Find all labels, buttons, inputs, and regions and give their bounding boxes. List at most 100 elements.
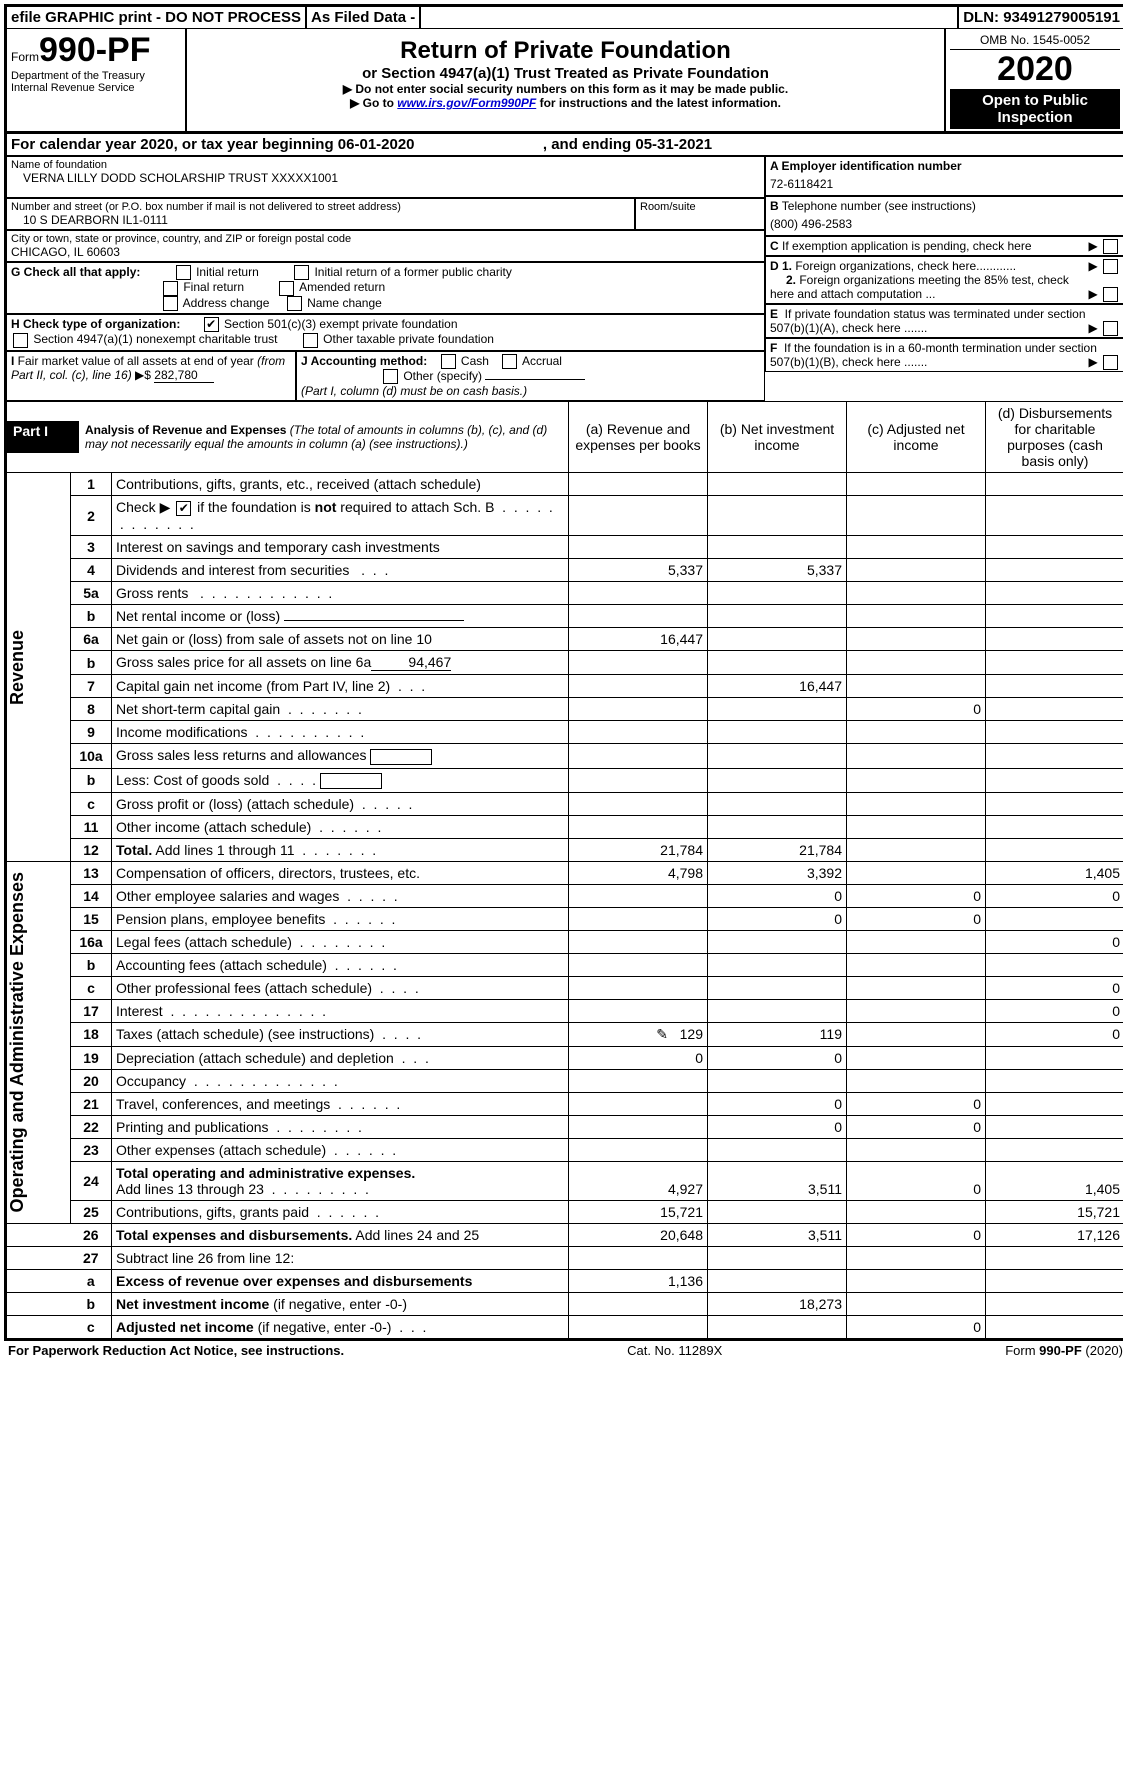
col-d-head: (d) Disbursements for charitable purpose… — [986, 402, 1123, 473]
cat-no: Cat. No. 11289X — [627, 1343, 722, 1358]
tax-year: 2020 — [950, 50, 1120, 89]
row-22: 22Printing and publications . . . . . . … — [7, 1115, 1123, 1138]
pra-notice: For Paperwork Reduction Act Notice, see … — [8, 1343, 344, 1358]
box-j: J Accounting method: Cash Accrual Other … — [296, 351, 765, 402]
expenses-vlabel: Operating and Administrative Expenses — [7, 868, 28, 1216]
pencil-icon: ✎ — [656, 1026, 668, 1042]
dln: DLN: 93491279005191 — [958, 6, 1123, 29]
row-10c: cGross profit or (loss) (attach schedule… — [7, 792, 1123, 815]
form-goto: ▶ Go to www.irs.gov/Form990PF for instru… — [191, 96, 940, 110]
omb: OMB No. 1545-0052 — [950, 31, 1120, 50]
street-label: Number and street (or P.O. box number if… — [11, 201, 630, 213]
g5-checkbox[interactable] — [163, 296, 178, 311]
box-i: I Fair market value of all assets at end… — [6, 351, 296, 402]
name-label: Name of foundation — [11, 159, 760, 171]
form-title: Return of Private Foundation — [191, 37, 940, 65]
street: 10 S DEARBORN IL1-0111 — [11, 213, 630, 227]
form-foot: Form 990-PF (2020) — [1005, 1343, 1123, 1358]
ein: 72-6118421 — [770, 173, 1120, 193]
row-9: 9Income modifications . . . . . . . . . … — [7, 721, 1123, 744]
h2-checkbox[interactable] — [13, 333, 28, 348]
row-2: 2 Check ▶ if the foundation is not requi… — [7, 496, 1123, 536]
g4-checkbox[interactable] — [279, 281, 294, 296]
phone: (800) 496-2583 — [770, 213, 1120, 233]
entity-block: Name of foundation VERNA LILLY DODD SCHO… — [6, 156, 1123, 401]
row-15: 15Pension plans, employee benefits . . .… — [7, 907, 1123, 930]
row-19: 19Depreciation (attach schedule) and dep… — [7, 1046, 1123, 1069]
room-label: Room/suite — [635, 198, 765, 230]
form-subtitle: or Section 4947(a)(1) Trust Treated as P… — [191, 65, 940, 82]
asfiled-label: As Filed Data - — [306, 6, 420, 29]
box-f: F If the foundation is in a 60-month ter… — [765, 338, 1123, 372]
row-26: 26Total expenses and disbursements. Add … — [7, 1223, 1123, 1246]
box-h: H Check type of organization: Section 50… — [6, 314, 765, 351]
h1-checkbox[interactable] — [204, 317, 219, 332]
g6-checkbox[interactable] — [287, 296, 302, 311]
row-27b: bNet investment income (if negative, ent… — [7, 1292, 1123, 1315]
part1-label: Part I — [7, 421, 79, 453]
row-10b: bLess: Cost of goods sold . . . . — [7, 768, 1123, 792]
box-c: C If exemption application is pending, c… — [765, 236, 1123, 256]
part1-title: Analysis of Revenue and Expenses (The to… — [79, 421, 568, 453]
form-warn: ▶ Do not enter social security numbers o… — [191, 82, 940, 96]
row-5b: bNet rental income or (loss) — [7, 605, 1123, 628]
j-cash-checkbox[interactable] — [441, 354, 456, 369]
d1-checkbox[interactable] — [1103, 259, 1118, 274]
row-8: 8Net short-term capital gain . . . . . .… — [7, 698, 1123, 721]
row-16c: cOther professional fees (attach schedul… — [7, 976, 1123, 999]
e-checkbox[interactable] — [1103, 321, 1118, 336]
open-public: Open to Public Inspection — [950, 89, 1120, 129]
j-accrual-checkbox[interactable] — [502, 354, 517, 369]
g3-checkbox[interactable] — [163, 281, 178, 296]
row-27: 27Subtract line 26 from line 12: — [7, 1246, 1123, 1269]
f-checkbox[interactable] — [1103, 355, 1118, 370]
irs-link[interactable]: www.irs.gov/Form990PF — [397, 96, 536, 110]
row-6a: 6aNet gain or (loss) from sale of assets… — [7, 628, 1123, 651]
row-25: 25Contributions, gifts, grants paid . . … — [7, 1200, 1123, 1223]
foundation-name: VERNA LILLY DODD SCHOLARSHIP TRUST XXXXX… — [11, 171, 760, 185]
top-bar: efile GRAPHIC print - DO NOT PROCESS As … — [6, 6, 1123, 29]
box-g: G Check all that apply: Initial return I… — [6, 262, 765, 314]
row-11: 11Other income (attach schedule) . . . .… — [7, 815, 1123, 838]
row-6b: bGross sales price for all assets on lin… — [7, 651, 1123, 675]
revenue-vlabel: Revenue — [7, 626, 28, 709]
form-number: Form990-PF — [11, 31, 181, 70]
row-10a: 10aGross sales less returns and allowanc… — [7, 744, 1123, 768]
calendar-line: For calendar year 2020, or tax year begi… — [6, 132, 1123, 156]
row-16a: 16aLegal fees (attach schedule) . . . . … — [7, 930, 1123, 953]
h3-checkbox[interactable] — [303, 333, 318, 348]
row-17: 17Interest . . . . . . . . . . . . . .0 — [7, 999, 1123, 1022]
form-container: efile GRAPHIC print - DO NOT PROCESS As … — [4, 4, 1123, 1341]
c-checkbox[interactable] — [1103, 239, 1118, 254]
row-3: 3Interest on savings and temporary cash … — [7, 536, 1123, 559]
row-1: Revenue 1 Contributions, gifts, grants, … — [7, 473, 1123, 496]
row-21: 21Travel, conferences, and meetings . . … — [7, 1092, 1123, 1115]
city-label: City or town, state or province, country… — [11, 233, 760, 245]
footer: For Paperwork Reduction Act Notice, see … — [4, 1341, 1123, 1360]
box-b-label: B Telephone number (see instructions) — [770, 199, 1120, 213]
row-23: 23Other expenses (attach schedule) . . .… — [7, 1138, 1123, 1161]
header: Form990-PF Department of the Treasury In… — [6, 29, 1123, 132]
row-7: 7Capital gain net income (from Part IV, … — [7, 675, 1123, 698]
row-24: 24Total operating and administrative exp… — [7, 1161, 1123, 1200]
row-12: 12Total. Add lines 1 through 11 . . . . … — [7, 838, 1123, 861]
row-16b: bAccounting fees (attach schedule) . . .… — [7, 953, 1123, 976]
irs: Internal Revenue Service — [11, 82, 181, 94]
row-4: 4Dividends and interest from securities … — [7, 559, 1123, 582]
col-c-head: (c) Adjusted net income — [847, 402, 986, 473]
row-27c: cAdjusted net income (if negative, enter… — [7, 1315, 1123, 1338]
col-a-head: (a) Revenue and expenses per books — [569, 402, 708, 473]
j-other-checkbox[interactable] — [383, 369, 398, 384]
row-27a: aExcess of revenue over expenses and dis… — [7, 1269, 1123, 1292]
city: CHICAGO, IL 60603 — [11, 245, 760, 259]
g2-checkbox[interactable] — [294, 265, 309, 280]
row-5a: 5aGross rents . . . . . . . . . . . . — [7, 582, 1123, 605]
schb-checkbox[interactable] — [176, 501, 191, 516]
g1-checkbox[interactable] — [176, 265, 191, 280]
d2-checkbox[interactable] — [1103, 287, 1118, 302]
dept: Department of the Treasury — [11, 70, 181, 82]
row-2-text: Check ▶ if the foundation is not require… — [112, 496, 569, 536]
box-d: D 1. Foreign organizations, check here..… — [765, 256, 1123, 304]
box-a-label: A Employer identification number — [770, 159, 1120, 173]
efile-label: efile GRAPHIC print - DO NOT PROCESS — [6, 6, 306, 29]
